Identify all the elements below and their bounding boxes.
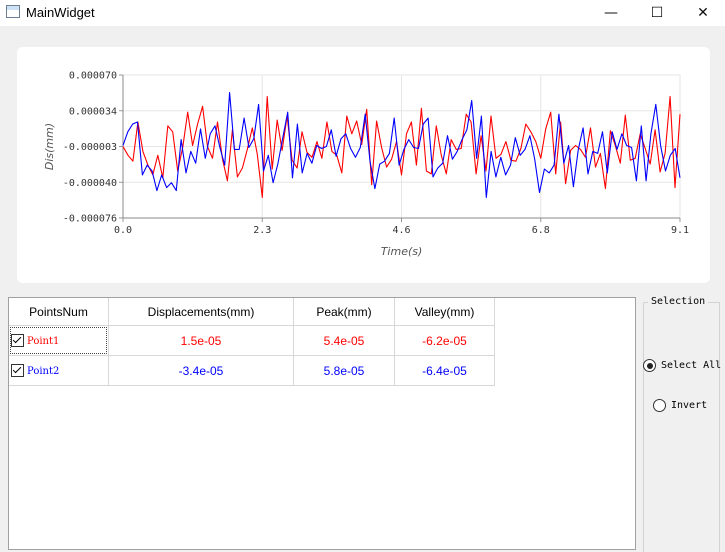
chart-panel: 0.000070 0.000034 -0.000003 -0.000040 -0.000… <box>17 47 710 283</box>
x-tick-label: 4.6 <box>392 225 410 236</box>
x-tick-label: 9.1 <box>671 225 689 236</box>
y-tick-label: 0.000034 <box>69 106 117 117</box>
points-table-view[interactable]: PointsNum Displacements(mm) Peak(mm) Val… <box>8 297 636 550</box>
invert-radio[interactable] <box>653 399 666 412</box>
header-peak[interactable]: Peak(mm) <box>293 298 395 326</box>
y-tick-label: 0.000070 <box>69 71 117 82</box>
point-name-cell[interactable]: Point2 <box>9 355 109 386</box>
selection-groupbox <box>643 302 720 552</box>
point-name: Point1 <box>27 335 60 347</box>
series-line-point2 <box>122 92 681 198</box>
title-bar: MainWidget — ☐ ✕ <box>0 0 725 26</box>
minimize-button[interactable]: — <box>604 5 618 21</box>
app-window-icon <box>6 5 20 18</box>
y-axis-title: Dis(mm) <box>43 123 56 170</box>
select-all-label[interactable]: Select All <box>661 360 722 371</box>
invert-label[interactable]: Invert <box>671 400 708 411</box>
x-tick-label: 2.3 <box>253 225 271 236</box>
points-table: PointsNum Displacements(mm) Peak(mm) Val… <box>9 298 495 386</box>
displacement-cell[interactable]: 1.5e-05 <box>108 325 294 356</box>
close-button[interactable]: ✕ <box>697 5 709 21</box>
valley-cell[interactable]: -6.4e-05 <box>394 355 495 386</box>
selection-title: Selection <box>648 296 709 307</box>
header-points-num[interactable]: PointsNum <box>9 298 109 326</box>
y-tick-label: -0.000003 <box>63 142 117 153</box>
header-displacements[interactable]: Displacements(mm) <box>108 298 294 326</box>
point2-checkbox[interactable] <box>11 363 24 377</box>
peak-cell[interactable]: 5.8e-05 <box>293 355 395 386</box>
valley-cell[interactable]: -6.2e-05 <box>394 325 495 356</box>
y-tick-label: -0.000040 <box>63 178 117 189</box>
displacement-cell[interactable]: -3.4e-05 <box>108 355 294 386</box>
header-valley[interactable]: Valley(mm) <box>394 298 495 326</box>
series-line-point1 <box>122 95 681 198</box>
y-tick-label: -0.000076 <box>63 214 117 225</box>
maximize-button[interactable]: ☐ <box>650 5 664 21</box>
point-name: Point2 <box>27 365 60 377</box>
x-tick-label: 6.8 <box>532 225 550 236</box>
window-title: MainWidget <box>26 5 95 20</box>
point-name-cell[interactable]: Point1 <box>9 325 109 356</box>
peak-cell[interactable]: 5.4e-05 <box>293 325 395 356</box>
x-axis-title: Time(s) <box>381 245 423 258</box>
x-tick-label: 0.0 <box>114 225 132 236</box>
table-row[interactable]: Point2 -3.4e-05 5.8e-05 -6.4e-05 <box>9 355 495 386</box>
table-row[interactable]: Point1 1.5e-05 5.4e-05 -6.2e-05 <box>9 325 495 356</box>
select-all-radio[interactable] <box>643 359 656 372</box>
displacement-chart: 0.000070 0.000034 -0.000003 -0.000040 -0.000… <box>43 71 689 259</box>
point1-checkbox[interactable] <box>11 333 24 347</box>
